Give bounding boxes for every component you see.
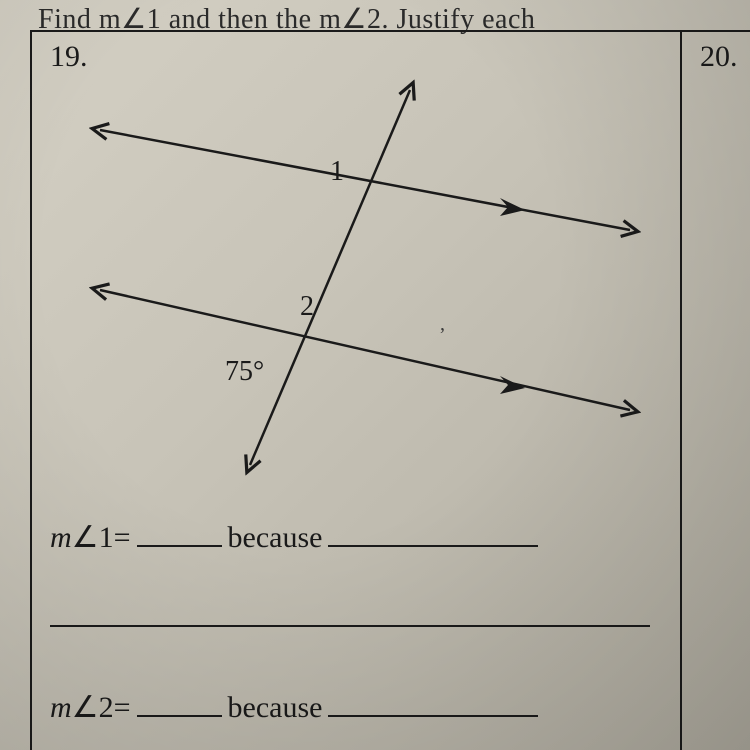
- geometry-diagram: 1 2 75° ,: [40, 70, 660, 490]
- table-top-border: [30, 30, 750, 32]
- problem-number-19: 19.: [50, 40, 88, 74]
- table-left-border: [30, 30, 32, 750]
- m-symbol-2: m: [50, 691, 72, 725]
- eq-1: =: [114, 521, 131, 555]
- answer-row-1: m∠1 = because: [50, 520, 544, 555]
- parallel-line-1: [100, 130, 630, 230]
- angle-symbol-2: ∠: [72, 690, 99, 725]
- transversal-line: [250, 90, 410, 465]
- blank-angle-2-value[interactable]: [137, 711, 222, 717]
- parallel-line-2: [100, 290, 630, 410]
- angle-2-label: 2: [300, 291, 314, 322]
- stray-comma: ,: [440, 313, 445, 335]
- given-angle-label: 75°: [225, 356, 264, 387]
- because-text-1: because: [228, 521, 323, 555]
- eq-2: =: [114, 691, 131, 725]
- problem-number-20: 20.: [700, 40, 738, 74]
- table-right-border: [680, 30, 682, 750]
- blank-reason-1[interactable]: [328, 541, 538, 547]
- angle-num-2: 2: [99, 691, 114, 725]
- angle-symbol-1: ∠: [72, 520, 99, 555]
- because-text-2: because: [228, 691, 323, 725]
- m-symbol-1: m: [50, 521, 72, 555]
- blank-reason-2[interactable]: [328, 711, 538, 717]
- continuation-line-1[interactable]: [50, 625, 650, 627]
- worksheet-page: Find m∠1 and then the m∠2. Justify each …: [0, 0, 750, 750]
- answer-row-2: m∠2 = because: [50, 690, 544, 725]
- angle-num-1: 1: [99, 521, 114, 555]
- blank-angle-1-value[interactable]: [137, 541, 222, 547]
- angle-1-label: 1: [330, 156, 344, 187]
